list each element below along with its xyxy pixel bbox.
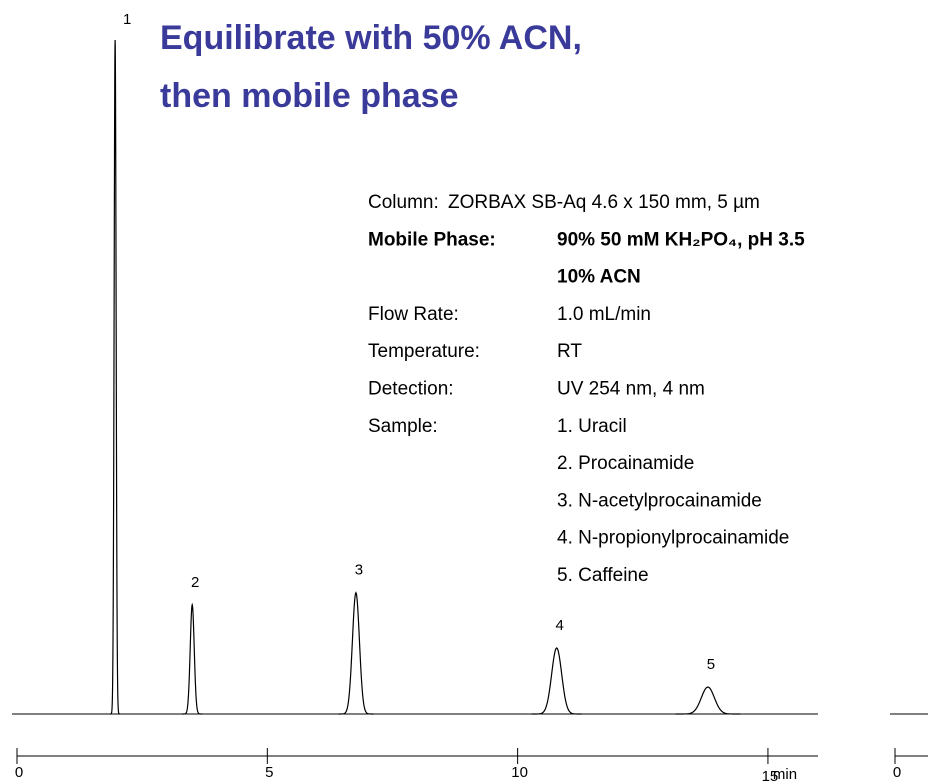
condition-label: Sample:	[368, 416, 438, 437]
peak	[531, 647, 582, 715]
condition-label: Temperature:	[368, 341, 480, 362]
peak-label: 1	[123, 11, 131, 28]
x-tick-label: 5	[265, 764, 273, 781]
x-axis-label: min	[773, 766, 797, 782]
condition-value: 1. Uracil	[557, 416, 627, 437]
condition-label: Mobile Phase:	[368, 229, 496, 250]
peak	[338, 591, 374, 715]
condition-value: 5. Caffeine	[557, 565, 649, 586]
peak-label: 2	[191, 574, 199, 591]
condition-value: RT	[557, 341, 582, 362]
condition-label: Detection:	[368, 379, 454, 400]
condition-value: 4. N-propionylprocainamide	[557, 528, 789, 549]
condition-value: 90% 50 mM KH₂PO₄, pH 3.5	[557, 229, 805, 250]
peak-label: 5	[707, 656, 715, 673]
condition-value: UV 254 nm, 4 nm	[557, 379, 705, 400]
x-tick-label: 0	[15, 764, 23, 781]
condition-value: 2. Procainamide	[557, 453, 694, 474]
condition-value: 10% ACN	[557, 267, 641, 288]
peak	[182, 602, 203, 715]
condition-value: 3. N-acetylprocainamide	[557, 490, 762, 511]
chart-title: Equilibrate with 50% ACN,	[160, 19, 582, 57]
x-tick-label: 0	[893, 764, 901, 781]
peak	[675, 686, 741, 715]
condition-label: Flow Rate:	[368, 304, 459, 325]
chart-title: then mobile phase	[160, 77, 459, 115]
peak-label: 3	[355, 562, 363, 579]
peak	[110, 39, 121, 715]
x-tick-label: 15	[762, 768, 779, 782]
condition-value: ZORBAX SB-Aq 4.6 x 150 mm, 5 µm	[448, 192, 760, 213]
condition-label: Column:	[368, 192, 439, 213]
peak-label: 4	[556, 617, 564, 634]
x-tick-label: 10	[511, 764, 528, 781]
condition-value: 1.0 mL/min	[557, 304, 651, 325]
